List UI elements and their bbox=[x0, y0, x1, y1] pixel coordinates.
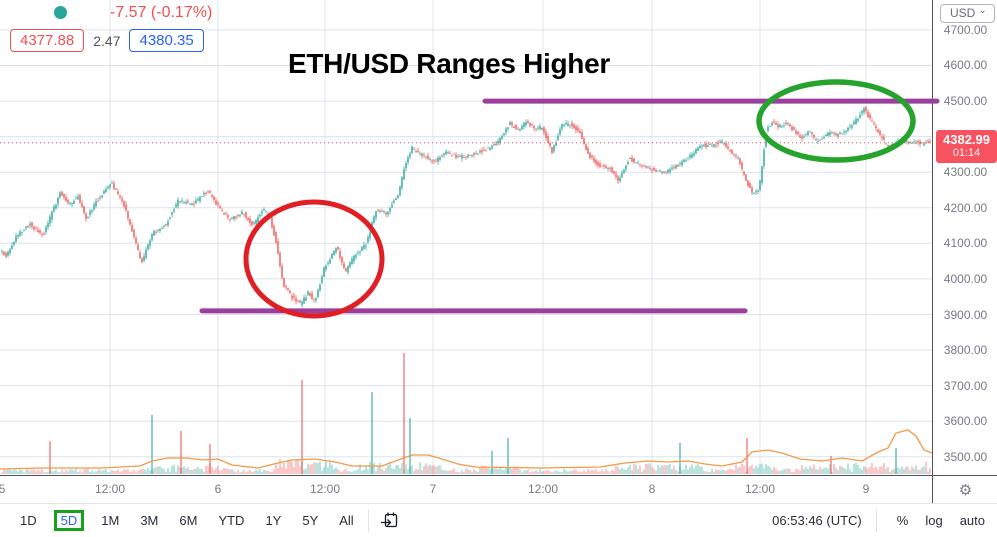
time-tick-2: 6 bbox=[214, 482, 222, 496]
price-tick-3600: 3600.00 bbox=[943, 414, 988, 429]
time-tick-3: 12:00 bbox=[309, 482, 341, 496]
range-button-3m[interactable]: 3M bbox=[136, 510, 162, 531]
gear-icon[interactable]: ⚙ bbox=[958, 481, 973, 499]
price-axis[interactable]: 4700.004600.004500.004400.004300.004200.… bbox=[932, 0, 997, 475]
time-tick-8: 9 bbox=[862, 482, 870, 496]
go-to-date-button[interactable] bbox=[379, 510, 400, 531]
range-button-5d[interactable]: 5D bbox=[53, 510, 85, 531]
go-to-date-icon bbox=[380, 512, 397, 528]
time-tick-0: 5 bbox=[0, 482, 5, 496]
range-button-1y[interactable]: 1Y bbox=[261, 510, 285, 531]
time-tick-4: 7 bbox=[429, 482, 437, 496]
spread-value: 2.47 bbox=[93, 32, 121, 49]
price-tick-4600: 4600.00 bbox=[943, 58, 988, 73]
toolbar-divider bbox=[367, 509, 369, 532]
time-tick-6: 8 bbox=[648, 482, 656, 496]
chart-pane[interactable] bbox=[0, 0, 932, 475]
price-tick-3700: 3700.00 bbox=[943, 378, 988, 393]
currency-selector[interactable]: USD ⌄ bbox=[940, 4, 995, 23]
range-selector: 1D 5D 1M 3M 6M YTD 1Y 5Y All bbox=[16, 510, 358, 531]
price-tick-4500: 4500.00 bbox=[943, 94, 988, 109]
time-tick-5: 12:00 bbox=[527, 482, 559, 496]
time-axis[interactable]: 5 12:00 6 12:00 7 12:00 8 12:00 9 bbox=[0, 475, 932, 504]
price-change-text: -7.57 (-0.17%) bbox=[110, 4, 213, 21]
range-button-1m[interactable]: 1M bbox=[97, 510, 123, 531]
range-button-all[interactable]: All bbox=[335, 510, 357, 531]
chart-annotation-title: ETH/USD Ranges Higher bbox=[288, 48, 610, 79]
series-dot-icon bbox=[54, 6, 67, 19]
price-scale-settings: ⚙ bbox=[932, 475, 997, 504]
toolbar-divider bbox=[875, 509, 877, 532]
range-button-ytd[interactable]: YTD bbox=[214, 510, 248, 531]
bar-countdown: 01:14 bbox=[952, 147, 981, 159]
range-button-1d[interactable]: 1D bbox=[16, 510, 41, 531]
currency-label: USD bbox=[950, 6, 976, 20]
clock-timezone-button[interactable]: 06:53:46 (UTC) bbox=[772, 513, 862, 528]
scale-mode-log[interactable]: log bbox=[925, 513, 943, 528]
range-button-6m[interactable]: 6M bbox=[175, 510, 201, 531]
price-tick-3900: 3900.00 bbox=[943, 307, 988, 322]
ask-price-button[interactable]: 4380.35 bbox=[129, 29, 204, 52]
candlestick-chart bbox=[0, 0, 932, 475]
toolbar-right-group: 06:53:46 (UTC) % log auto bbox=[772, 509, 997, 532]
time-tick-7: 12:00 bbox=[744, 482, 776, 496]
price-tick-3800: 3800.00 bbox=[943, 343, 988, 358]
price-tick-4700: 4700.00 bbox=[943, 22, 988, 37]
price-tick-4100: 4100.00 bbox=[943, 236, 988, 251]
bottom-toolbar: 1D 5D 1M 3M 6M YTD 1Y 5Y All 06:53:46 (UTC) % log… bbox=[0, 503, 997, 537]
chevron-down-icon: ⌄ bbox=[978, 5, 987, 16]
bid-price-button[interactable]: 4377.88 bbox=[10, 29, 85, 52]
last-price-badge: 4382.99 01:14 bbox=[936, 130, 997, 163]
scale-mode-group: % log auto bbox=[880, 513, 985, 528]
scale-mode-auto[interactable]: auto bbox=[959, 513, 985, 528]
scale-mode-percent[interactable]: % bbox=[896, 513, 909, 528]
range-button-5y[interactable]: 5Y bbox=[298, 510, 322, 531]
time-tick-1: 12:00 bbox=[94, 482, 126, 496]
last-price-value: 4382.99 bbox=[943, 132, 990, 147]
price-tick-4300: 4300.00 bbox=[943, 165, 988, 180]
price-tick-4000: 4000.00 bbox=[943, 271, 988, 286]
price-tick-3500: 3500.00 bbox=[943, 449, 988, 464]
price-tick-4200: 4200.00 bbox=[943, 200, 988, 215]
